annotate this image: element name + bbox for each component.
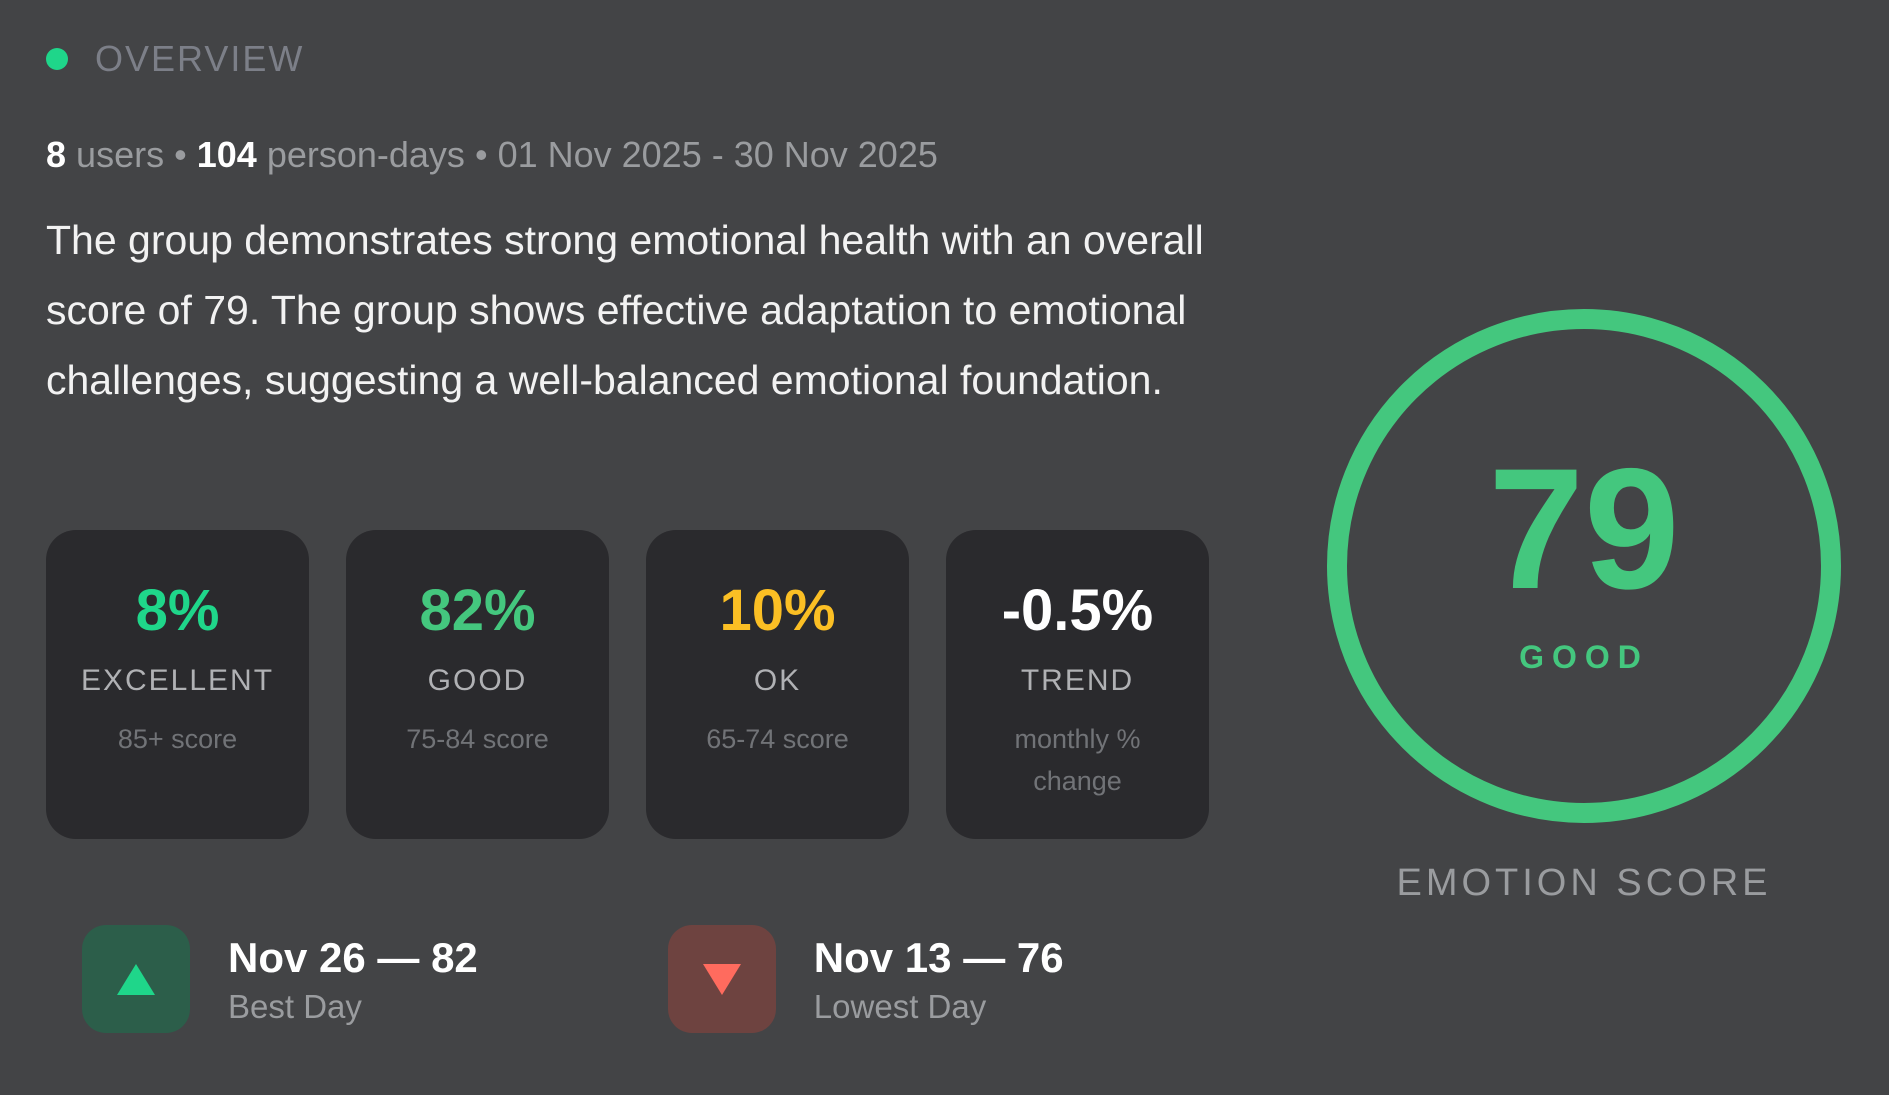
gauge-ring bbox=[1327, 309, 1841, 823]
card-trend: -0.5% TREND monthly % change bbox=[946, 530, 1209, 839]
card-value: 82% bbox=[419, 578, 536, 643]
score-cards: 8% EXCELLENT 85+ score 82% GOOD 75-84 sc… bbox=[46, 530, 1209, 839]
person-days-count: 104 bbox=[196, 134, 257, 175]
lowest-day: Nov 13 — 76 Lowest Day bbox=[667, 925, 1064, 1033]
day-highlights: Nov 26 — 82 Best Day Nov 13 — 76 Lowest … bbox=[82, 925, 1064, 1033]
gauge-score: 79 bbox=[1488, 433, 1680, 625]
person-days-label: person-days bbox=[266, 134, 465, 175]
date-range: 01 Nov 2025 - 30 Nov 2025 bbox=[497, 134, 938, 175]
lowest-day-title: Nov 13 — 76 bbox=[813, 934, 1064, 981]
stats-line: 8 users • 104 person-days • 01 Nov 2025 … bbox=[46, 134, 938, 176]
gauge-caption: EMOTION SCORE bbox=[1396, 862, 1772, 904]
card-label: OK bbox=[753, 664, 802, 697]
best-day-title: Nov 26 — 82 bbox=[228, 934, 478, 981]
triangle-up-icon bbox=[117, 963, 155, 995]
lowest-day-label: Lowest Day bbox=[813, 988, 987, 1025]
card-sublabel: monthly % change bbox=[1014, 724, 1141, 796]
card-sublabel: 65-74 score bbox=[706, 724, 849, 754]
separator: • bbox=[474, 134, 488, 175]
users-count: 8 bbox=[46, 134, 67, 175]
status-dot-icon bbox=[46, 48, 68, 70]
best-day: Nov 26 — 82 Best Day bbox=[82, 925, 478, 1033]
card-value: -0.5% bbox=[1001, 578, 1154, 643]
card-excellent: 8% EXCELLENT 85+ score bbox=[46, 530, 309, 839]
card-good: 82% GOOD 75-84 score bbox=[346, 530, 609, 839]
section-header: OVERVIEW bbox=[46, 36, 304, 82]
users-label: users bbox=[76, 134, 165, 175]
card-value: 10% bbox=[719, 578, 836, 643]
triangle-down-icon bbox=[702, 963, 741, 995]
card-sublabel: 75-84 score bbox=[406, 724, 549, 754]
lowest-day-badge bbox=[667, 925, 776, 1033]
card-ok: 10% OK 65-74 score bbox=[646, 530, 909, 839]
section-title: OVERVIEW bbox=[95, 38, 305, 79]
card-sublabel: 85+ score bbox=[117, 724, 238, 754]
best-day-badge bbox=[82, 925, 190, 1033]
separator: • bbox=[174, 134, 187, 175]
gauge-level: GOOD bbox=[1519, 639, 1649, 675]
card-label: EXCELLENT bbox=[80, 664, 275, 697]
best-day-label: Best Day bbox=[228, 988, 362, 1025]
emotion-score-gauge: 79 GOOD bbox=[1327, 309, 1841, 823]
card-label: TREND bbox=[1020, 664, 1135, 697]
card-label: GOOD bbox=[427, 664, 528, 697]
card-value: 8% bbox=[135, 578, 220, 643]
summary-text: The group demonstrates strong emotional … bbox=[46, 217, 1204, 403]
